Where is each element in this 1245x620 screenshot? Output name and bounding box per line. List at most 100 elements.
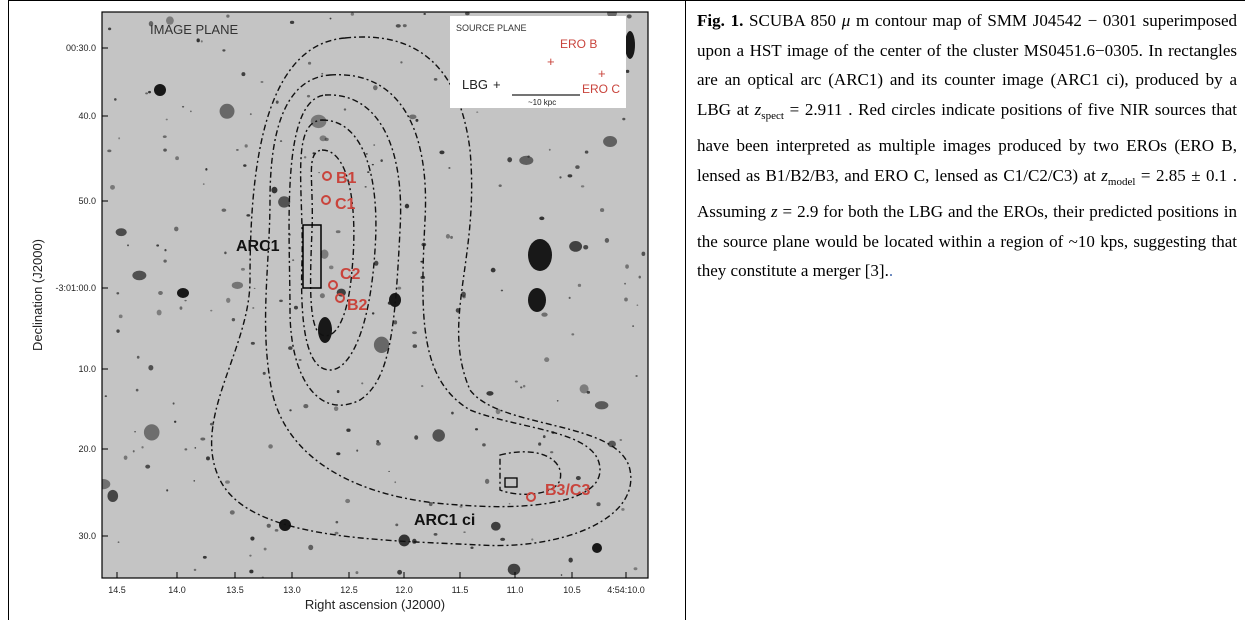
galaxy [634, 567, 638, 570]
x-tick-label: 13.5 [226, 585, 244, 595]
galaxy [320, 293, 325, 298]
x-tick-label: 11.0 [507, 585, 524, 595]
galaxy [412, 331, 417, 334]
galaxy [459, 506, 462, 508]
caption-label: Fig. 1. [697, 11, 743, 30]
galaxy [250, 113, 252, 115]
galaxy [500, 538, 505, 541]
galaxy [627, 14, 632, 18]
galaxy [280, 140, 282, 141]
galaxy [561, 574, 563, 576]
galaxy [175, 156, 179, 160]
math-subscript: model [1108, 176, 1136, 188]
galaxy [197, 38, 200, 42]
galaxy [116, 228, 127, 236]
galaxy [249, 555, 251, 557]
galaxy [603, 136, 617, 147]
galaxy [134, 431, 136, 432]
galaxy [557, 400, 559, 402]
math-symbol: z [771, 202, 778, 221]
galaxy [575, 165, 579, 169]
galaxy [226, 14, 229, 17]
galaxy [116, 329, 119, 332]
galaxy [365, 186, 367, 188]
galaxy [311, 115, 327, 128]
math-symbol: μ [842, 11, 851, 30]
x-tick-label: 4:54:10.0 [607, 585, 645, 595]
galaxy [252, 307, 254, 309]
galaxy [476, 111, 478, 112]
galaxy [184, 448, 187, 450]
galaxy [637, 304, 639, 305]
galaxy [403, 24, 407, 27]
galaxy [154, 84, 166, 96]
galaxy [393, 320, 397, 324]
galaxy [394, 481, 396, 483]
galaxy [559, 176, 561, 178]
galaxy [308, 545, 313, 550]
galaxy [397, 287, 401, 290]
galaxy [463, 531, 466, 533]
galaxy [413, 344, 417, 348]
galaxy [337, 390, 340, 393]
galaxy [389, 293, 401, 307]
galaxy [203, 184, 205, 185]
galaxy [182, 106, 184, 108]
galaxy [344, 108, 347, 110]
galaxy [523, 385, 525, 388]
galaxy [263, 372, 266, 375]
galaxy [137, 356, 140, 359]
lbg-mark: + [493, 77, 501, 92]
arc1-label: ARC1 [236, 238, 280, 255]
galaxy [105, 395, 107, 397]
galaxy [335, 532, 339, 535]
galaxy [127, 244, 129, 246]
x-axis-label: Right ascension (J2000) [305, 597, 445, 612]
galaxy [361, 382, 363, 384]
galaxy [133, 450, 135, 452]
galaxy [243, 164, 246, 167]
galaxy [299, 359, 302, 361]
galaxy [626, 70, 630, 73]
c2-label: C2 [340, 266, 361, 283]
galaxy [372, 312, 375, 314]
galaxy [118, 137, 120, 139]
image-plane-label: IMAGE PLANE [150, 22, 238, 37]
galaxy [569, 241, 582, 252]
galaxy [624, 283, 626, 285]
galaxy [367, 171, 370, 173]
galaxy [592, 543, 602, 553]
galaxy [491, 522, 501, 531]
galaxy [462, 295, 465, 298]
galaxy [308, 62, 311, 65]
math-symbol: z [1101, 166, 1108, 185]
galaxy [164, 249, 166, 252]
galaxy [114, 98, 117, 101]
galaxy [415, 119, 418, 122]
galaxy [405, 204, 409, 209]
galaxy [639, 276, 641, 279]
galaxy [132, 271, 146, 281]
caption-text: = 2.9 for both the LBG and the EROs, the… [697, 202, 1237, 280]
galaxy [268, 444, 273, 448]
ero-c-mark: + [598, 66, 606, 81]
galaxy [507, 157, 512, 162]
galaxy [278, 196, 290, 207]
galaxy [222, 49, 225, 51]
galaxy [581, 185, 584, 187]
x-tick-label: 12.0 [395, 585, 413, 595]
galaxy [261, 81, 264, 83]
galaxy [520, 386, 522, 388]
galaxy [491, 268, 496, 273]
galaxy [318, 172, 320, 173]
galaxy [475, 428, 478, 430]
galaxy [307, 95, 310, 98]
galaxy [292, 259, 294, 261]
galaxy [236, 149, 239, 151]
galaxy [148, 91, 151, 93]
galaxy [345, 499, 350, 503]
galaxy [432, 429, 445, 441]
galaxy [366, 153, 368, 155]
galaxy [267, 524, 271, 528]
galaxy [174, 421, 176, 423]
